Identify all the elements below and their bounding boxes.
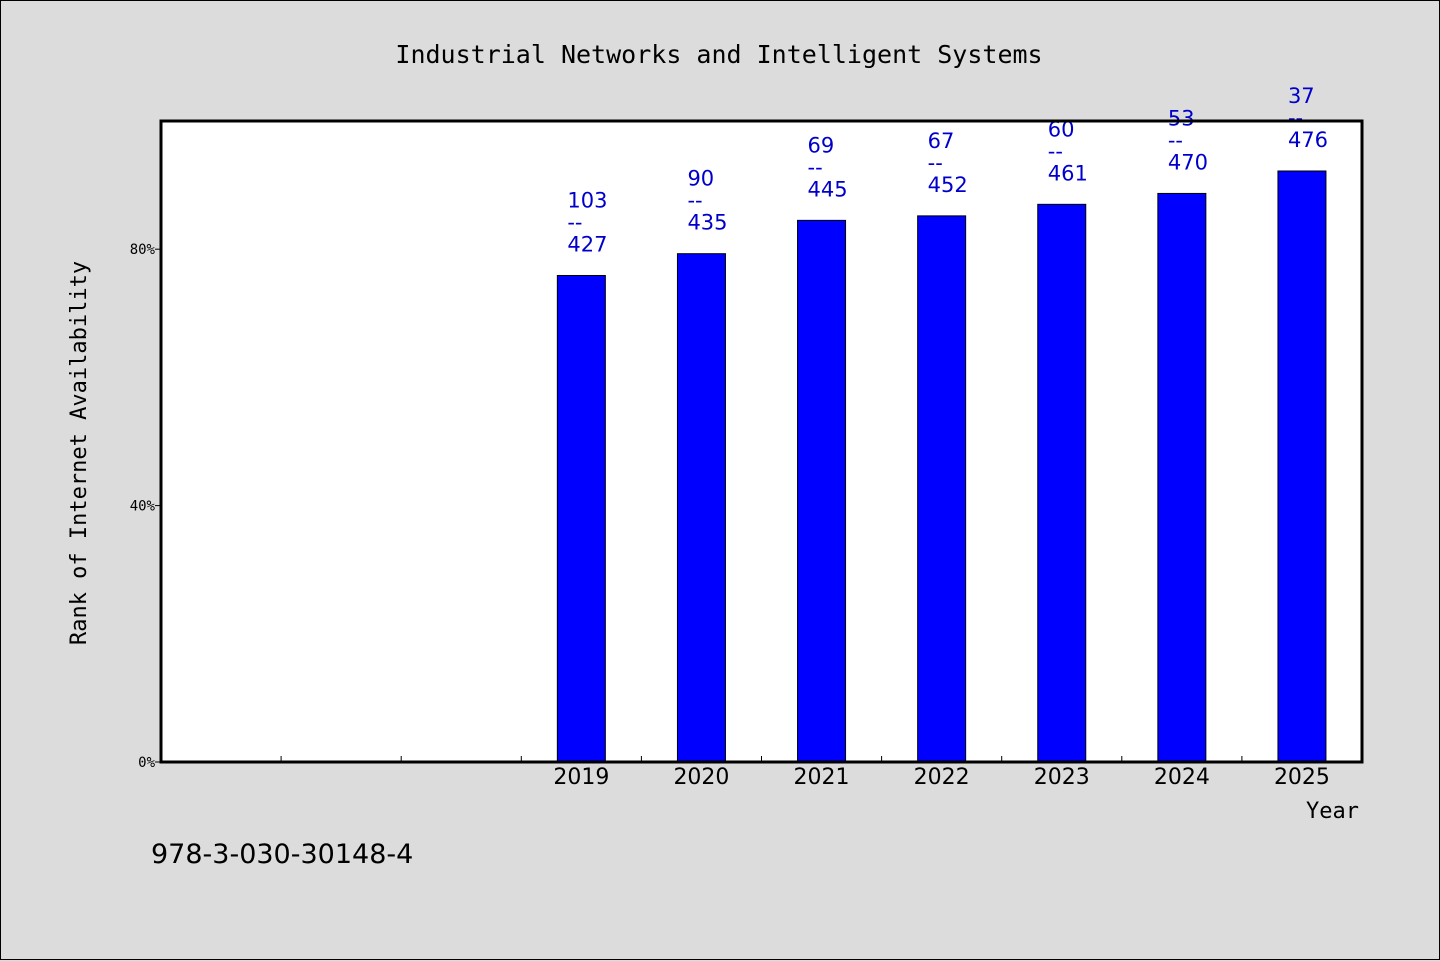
bar [676, 253, 726, 763]
bar [1157, 192, 1207, 763]
bar-label-separator: -- [808, 155, 823, 179]
bar-labels: 103--42790--43569--44567--45260--46153--… [567, 84, 1328, 256]
bar-label-top: 67 [928, 129, 955, 153]
x-tick-label: 2024 [1154, 765, 1210, 790]
x-tick-label: 2025 [1274, 765, 1330, 790]
x-tick-label: 2023 [1034, 765, 1090, 790]
bar-label-separator: -- [1048, 139, 1063, 163]
bar [1037, 203, 1087, 763]
y-tick-label: 80% [130, 242, 156, 258]
chart-title: Industrial Networks and Intelligent Syst… [395, 40, 1042, 69]
bar-label-separator: -- [928, 151, 943, 175]
y-tick-label: 40% [130, 499, 156, 515]
bar-label-top: 37 [1288, 84, 1315, 108]
bar-label-top: 90 [687, 167, 714, 191]
bar-label-top: 103 [567, 188, 607, 212]
bar-label-bottom: 445 [808, 177, 848, 201]
y-axis: 0% 40% 80% [130, 242, 161, 771]
bar-label-separator: -- [1168, 128, 1183, 152]
bar-label-bottom: 470 [1168, 150, 1208, 174]
x-tick-labels: 2019 2020 2021 2022 2023 2024 2025 [553, 765, 1330, 790]
isbn-footer: 978-3-030-30148-4 [151, 839, 413, 870]
bar-label-separator: -- [687, 189, 702, 213]
x-tick-label: 2019 [553, 765, 609, 790]
x-tick-label: 2020 [673, 765, 729, 790]
bar-label-bottom: 461 [1048, 161, 1088, 185]
bar-label-top: 69 [808, 133, 835, 157]
x-axis-label: Year [1306, 799, 1359, 824]
bar-label-top: 53 [1168, 106, 1195, 130]
y-tick-label: 0% [138, 755, 155, 771]
y-axis-label: Rank of Internet Availability [67, 261, 92, 645]
bar-label-separator: -- [1288, 106, 1303, 130]
bar [797, 219, 847, 763]
bars [556, 170, 1327, 763]
plot-border [159, 119, 1364, 764]
bar [917, 215, 967, 763]
bar-label-bottom: 476 [1288, 128, 1328, 152]
bar-label-bottom: 435 [687, 211, 727, 235]
x-tick-label: 2022 [914, 765, 970, 790]
bar [556, 274, 606, 763]
bar [1277, 170, 1327, 763]
bar-label-bottom: 452 [928, 173, 968, 197]
x-tick-label: 2021 [794, 765, 850, 790]
bar-label-separator: -- [567, 210, 582, 234]
bar-label-bottom: 427 [567, 232, 607, 256]
